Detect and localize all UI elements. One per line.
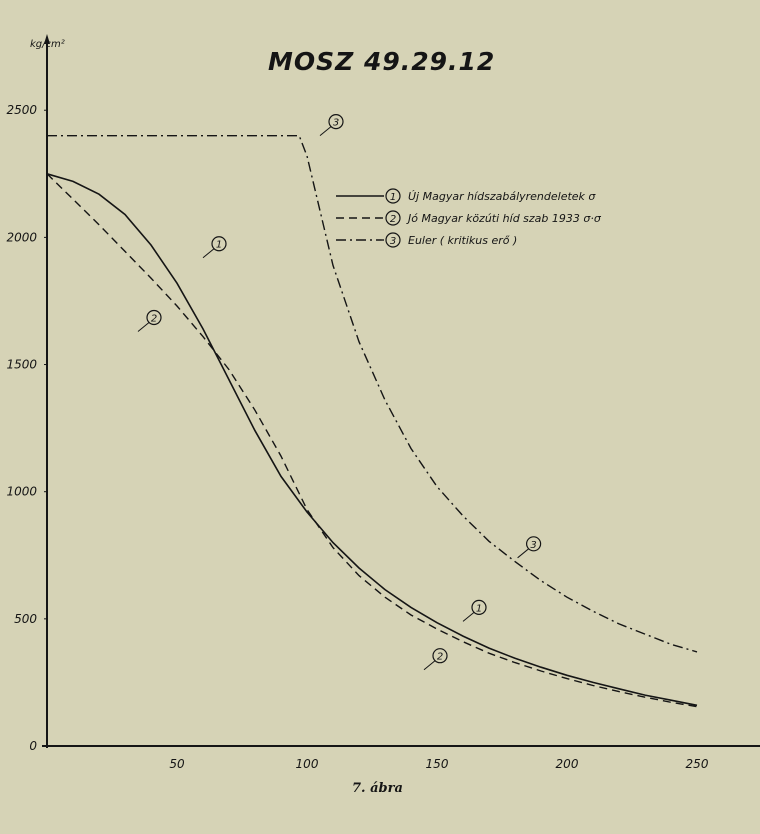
series-label-leader xyxy=(319,126,332,137)
series-label-leader xyxy=(423,660,436,671)
series-label-circle xyxy=(328,114,344,130)
legend-entry-text: Új Magyar hídszabályrendeletek σ xyxy=(408,190,596,203)
y-tick-label: 2000 xyxy=(6,230,37,244)
series-group xyxy=(46,135,698,708)
y-tick-label: 2500 xyxy=(6,103,37,117)
x-tick-label: 200 xyxy=(556,757,579,771)
y-tick-label: 0 xyxy=(29,739,37,753)
y-axis-arrow xyxy=(44,34,50,44)
legend-entry-text: Jó Magyar közúti híd szab 1933 σ·σ xyxy=(406,212,602,225)
series-label-leader xyxy=(137,322,150,332)
series-label-text: 1 xyxy=(216,240,222,251)
series-label-text: 3 xyxy=(530,540,536,551)
legend-marker-text: 1 xyxy=(390,192,396,203)
x-tick-label: 250 xyxy=(686,757,709,771)
chart-title: MOSZ 49.29.12 xyxy=(268,47,495,76)
x-tick-label: 50 xyxy=(169,757,185,771)
series-label-leader xyxy=(462,612,475,622)
series-label-circle xyxy=(211,236,227,252)
legend-marker-circle xyxy=(385,210,401,226)
series-label-leader xyxy=(202,248,215,259)
series-label-group: 1 1 2 2 3 3 xyxy=(137,114,542,671)
figure-caption: 7. ábra xyxy=(352,781,403,796)
series-label-circle xyxy=(146,309,162,326)
x-tick-label: 100 xyxy=(296,757,319,771)
series-label-circle xyxy=(432,648,448,664)
legend-marker-text: 3 xyxy=(390,236,396,247)
legend-marker-circle xyxy=(385,232,401,248)
legend-entry-text: Euler ( kritikus erő ) xyxy=(408,234,517,247)
legend-marker-circle xyxy=(385,188,401,204)
series-label-circle xyxy=(471,599,487,615)
y-tick-label: 1000 xyxy=(6,485,37,499)
series-line-1 xyxy=(46,173,698,707)
series-label-leader xyxy=(517,548,529,559)
series-label-text: 2 xyxy=(151,313,157,324)
y-tick-label: 1500 xyxy=(6,358,37,372)
series-line-3 xyxy=(47,135,698,653)
series-label-text: 2 xyxy=(437,652,443,663)
legend-marker-text: 2 xyxy=(390,214,396,225)
x-tick-label: 150 xyxy=(426,757,449,771)
series-line-2 xyxy=(46,173,698,708)
series-label-circle xyxy=(525,536,542,552)
series-label-text: 3 xyxy=(333,118,339,129)
legend: 1 Új Magyar hídszabályrendeletek σ 2 Jó Mag… xyxy=(336,188,602,248)
series-label-text: 1 xyxy=(476,603,482,614)
y-tick-label: 500 xyxy=(14,612,37,626)
